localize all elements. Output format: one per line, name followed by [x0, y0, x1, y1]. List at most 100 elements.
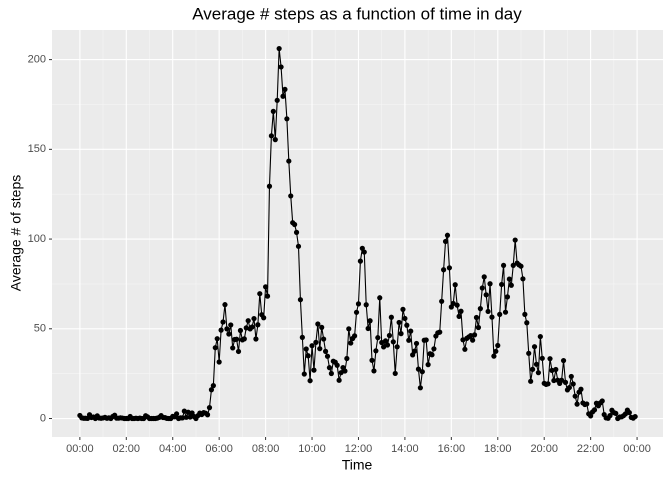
point	[512, 237, 518, 243]
point	[381, 344, 387, 350]
point	[208, 387, 215, 393]
y-tick-label: 0	[40, 412, 46, 424]
y-tick-label: 200	[28, 54, 46, 66]
point	[499, 281, 505, 288]
point	[282, 86, 288, 92]
point	[274, 97, 280, 103]
point	[220, 319, 226, 325]
point	[317, 346, 323, 352]
point	[286, 158, 292, 164]
point	[328, 370, 334, 377]
point	[324, 353, 331, 359]
point	[531, 344, 538, 350]
point	[570, 381, 576, 387]
point	[479, 285, 485, 291]
point	[367, 318, 373, 324]
point	[235, 348, 242, 355]
point	[382, 338, 389, 344]
plot	[77, 45, 638, 422]
y-axis-label: Average # of steps	[8, 175, 24, 291]
point	[398, 330, 404, 337]
point	[280, 93, 286, 99]
point	[305, 353, 311, 359]
point	[361, 249, 367, 255]
point	[264, 293, 271, 299]
point	[440, 267, 447, 273]
point	[471, 332, 478, 338]
point	[477, 306, 483, 312]
point	[431, 346, 437, 352]
point	[348, 340, 354, 346]
x-tick-label: 02:00	[113, 443, 141, 455]
point	[228, 322, 234, 328]
point	[529, 366, 536, 372]
point	[495, 342, 501, 349]
point	[423, 337, 429, 343]
y-tick-label: 150	[28, 143, 46, 155]
point	[524, 320, 530, 326]
point	[315, 321, 321, 327]
x-tick-label: 16:00	[438, 443, 466, 455]
y-tick-label: 100	[28, 233, 46, 245]
point	[417, 385, 423, 391]
point	[216, 359, 222, 365]
point	[458, 308, 464, 314]
point	[371, 368, 377, 374]
point	[607, 413, 613, 419]
point	[497, 311, 503, 317]
point	[334, 362, 340, 368]
point	[253, 336, 259, 342]
point	[528, 378, 534, 384]
point	[613, 410, 619, 417]
point	[257, 291, 263, 297]
point	[599, 398, 605, 404]
point	[475, 324, 482, 331]
point	[373, 348, 379, 354]
point	[336, 377, 342, 383]
point	[419, 369, 425, 375]
point	[568, 373, 574, 380]
point	[551, 377, 557, 384]
point	[394, 344, 400, 350]
point	[392, 370, 398, 377]
point	[537, 333, 543, 340]
point	[406, 337, 412, 343]
x-tick-label: 00:00	[623, 443, 651, 455]
point	[251, 315, 257, 322]
point	[396, 319, 402, 326]
point	[450, 300, 456, 307]
panel	[52, 30, 663, 437]
point	[487, 281, 493, 287]
point	[526, 350, 532, 356]
point	[572, 393, 578, 399]
point	[357, 258, 364, 264]
point	[346, 326, 352, 332]
point	[377, 295, 383, 301]
point	[268, 133, 275, 139]
point	[413, 340, 420, 347]
point	[442, 238, 449, 245]
chart-title: Average # steps as a function of time in…	[192, 4, 522, 23]
point	[375, 335, 381, 341]
point	[388, 314, 394, 320]
x-tick-label: 04:00	[159, 443, 187, 455]
point	[344, 355, 350, 362]
point	[468, 332, 474, 339]
x-tick-label: 12:00	[345, 443, 373, 455]
point	[322, 348, 329, 354]
point	[504, 294, 511, 300]
x-tick-label: 20:00	[530, 443, 558, 455]
point	[204, 412, 211, 418]
point	[518, 263, 524, 269]
x-axis-label: Time	[342, 457, 373, 473]
point	[539, 355, 545, 361]
point	[233, 336, 240, 342]
point	[326, 365, 333, 371]
point	[535, 370, 542, 376]
x-tick-label: 06:00	[205, 443, 233, 455]
point	[444, 232, 451, 238]
point	[578, 386, 584, 392]
point	[355, 301, 362, 307]
point	[473, 314, 480, 321]
